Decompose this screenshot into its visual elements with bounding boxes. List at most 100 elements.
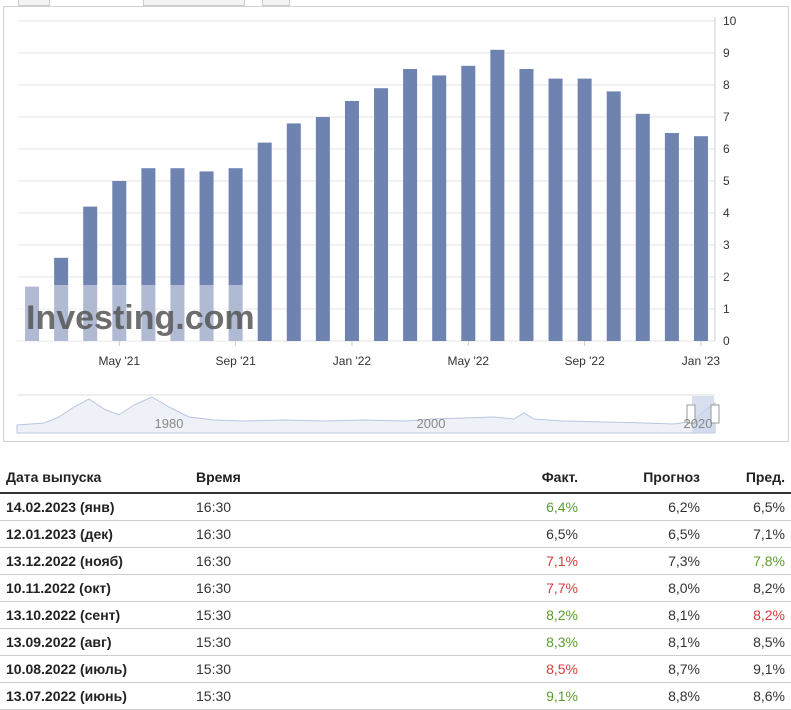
release-date: 12.01.2023 (дек) [0,520,190,548]
release-date: 10.11.2022 (окт) [0,574,190,602]
x-tick-label: May '22 [447,354,489,368]
previous-value: 8,2% [706,574,791,602]
watermark-logo: Investing.com [26,299,255,337]
range-buttons [0,0,300,6]
y-tick-label: 3 [723,238,730,252]
release-date: 14.02.2023 (янв) [0,493,190,521]
bar [170,168,185,341]
forecast-value: 8,1% [584,628,706,656]
x-tick-label: May '21 [98,354,140,368]
bar [519,69,534,341]
previous-value: 6,5% [706,493,791,521]
forecast-value: 6,2% [584,493,706,521]
actual-value: 7,7% [492,574,584,602]
bar [403,69,418,341]
table-row: 13.07.2022 (июнь) 15:30 9,1% 8,8% 8,6% [0,682,791,710]
bar [141,168,156,341]
header-previous[interactable]: Пред. [706,462,791,494]
bar [635,113,650,341]
bar [490,49,505,342]
forecast-value: 8,1% [584,601,706,629]
y-tick-label: 2 [723,270,730,284]
previous-value: 8,6% [706,682,791,710]
release-date: 13.12.2022 (нояб) [0,547,190,575]
release-time: 15:30 [190,601,492,629]
bar [577,78,592,341]
x-tick-label: Sep '21 [215,354,256,368]
table-row: 13.09.2022 (авг) 15:30 8,3% 8,1% 8,5% [0,628,791,656]
watermark-backdrop [18,285,246,341]
release-time: 15:30 [190,628,492,656]
actual-value: 6,4% [492,493,584,521]
bar [344,101,359,341]
table-row: 12.01.2023 (дек) 16:30 6,5% 6,5% 7,1% [0,520,791,548]
actual-value: 8,5% [492,655,584,683]
navigator-year-label: 1980 [155,416,184,431]
bar [83,206,98,341]
forecast-value: 7,3% [584,547,706,575]
release-date: 13.07.2022 (июнь) [0,682,190,710]
forecast-value: 8,8% [584,682,706,710]
chart-container: 0 1 2 3 4 5 6 7 8 9 10 Investing.com May '21 Sep '21 J… [3,6,789,442]
header-time[interactable]: Время [190,462,492,494]
previous-value: 7,1% [706,520,791,548]
table-row: 10.11.2022 (окт) 16:30 7,7% 8,0% 8,2% [0,574,791,602]
actual-value: 9,1% [492,682,584,710]
navigator-year-label: 2020 [684,416,713,431]
table-row: 13.10.2022 (сент) 15:30 8,2% 8,1% 8,2% [0,601,791,629]
navigator-year-label: 2000 [417,416,446,431]
y-tick-label: 8 [723,78,730,92]
inflation-bar-chart: 0 1 2 3 4 5 6 7 8 9 10 Investing.com May '21 Sep '21 J… [16,14,737,434]
table-header-row: Дата выпуска Время Факт. Прогноз Пред. [0,462,791,494]
previous-value: 8,2% [706,601,791,629]
bar [548,78,563,341]
x-tick-label: Jan '22 [333,354,372,368]
forecast-value: 8,0% [584,574,706,602]
y-tick-label: 9 [723,46,730,60]
header-actual[interactable]: Факт. [492,462,584,494]
table-row: 14.02.2023 (янв) 16:30 6,4% 6,2% 6,5% [0,493,791,521]
forecast-value: 8,7% [584,655,706,683]
release-history-table: Дата выпуска Время Факт. Прогноз Пред. 1… [0,462,791,710]
release-date: 10.08.2022 (июль) [0,655,190,683]
y-tick-label: 6 [723,142,730,156]
bar [606,91,621,342]
y-tick-label: 7 [723,110,730,124]
bar [461,65,476,342]
x-tick-label: Jan '23 [682,354,721,368]
actual-value: 8,3% [492,628,584,656]
bar [374,88,389,341]
release-time: 16:30 [190,493,492,521]
table-row: 13.12.2022 (нояб) 16:30 7,1% 7,3% 7,8% [0,547,791,575]
navigator-selection [692,396,714,433]
bar [432,75,447,342]
release-date: 13.10.2022 (сент) [0,601,190,629]
x-tick-label: Sep '22 [564,354,605,368]
bar [286,123,301,342]
previous-value: 8,5% [706,628,791,656]
actual-value: 7,1% [492,547,584,575]
range-button[interactable] [143,0,245,6]
bar [664,133,679,341]
y-tick-label: 1 [723,302,730,316]
previous-value: 7,8% [706,547,791,575]
release-time: 16:30 [190,574,492,602]
range-button[interactable] [18,0,50,6]
range-button[interactable] [262,0,290,6]
release-date: 13.09.2022 (авг) [0,628,190,656]
navigator-right-handle[interactable] [710,404,720,424]
bar [54,257,69,341]
bar [199,171,214,341]
header-forecast[interactable]: Прогноз [584,462,706,494]
bar [257,142,272,341]
header-release-date[interactable]: Дата выпуска [0,462,190,494]
actual-value: 6,5% [492,520,584,548]
navigator-left-handle[interactable] [686,404,696,424]
y-tick-label: 4 [723,206,730,220]
table-row: 10.08.2022 (июль) 15:30 8,5% 8,7% 9,1% [0,655,791,683]
bar [228,168,243,341]
release-time: 16:30 [190,520,492,548]
release-time: 15:30 [190,655,492,683]
bar [112,181,127,341]
y-tick-label: 10 [723,14,737,28]
